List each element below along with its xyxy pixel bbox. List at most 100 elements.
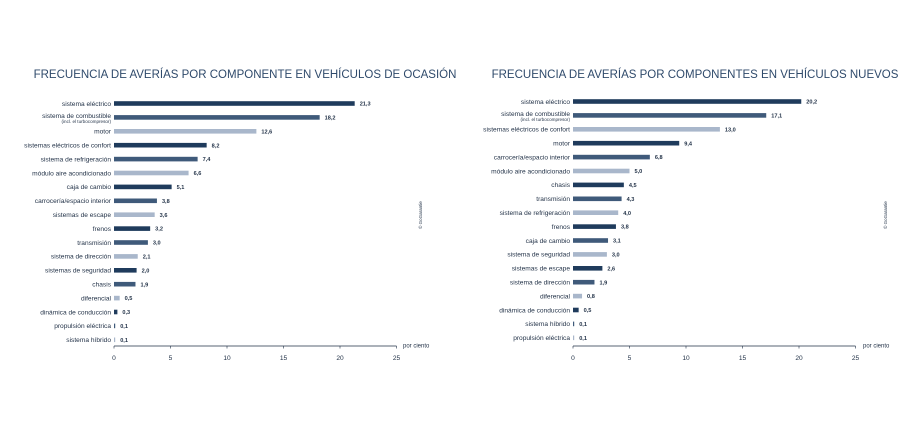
bar — [114, 129, 257, 134]
value-label: 4,3 — [627, 197, 635, 203]
x-tick-label: 5 — [169, 355, 173, 362]
value-label: 4,0 — [623, 211, 631, 217]
x-tick-label: 15 — [280, 355, 288, 362]
category-label: propulsión eléctrica — [54, 323, 111, 330]
category-label: carrocería/espacio interior — [494, 154, 571, 161]
value-label: 0,1 — [579, 336, 587, 342]
unit-label: por ciento — [863, 344, 890, 350]
value-label: 3,6 — [160, 213, 168, 219]
bar — [573, 210, 619, 215]
bar — [573, 113, 767, 118]
category-label: módulo aire acondicionado — [491, 168, 570, 175]
chart-panel-1: FRECUENCIA DE AVERÍAS POR COMPONENTE EN … — [24, 68, 456, 362]
category-label: sistema de refrigeración — [500, 210, 571, 217]
bar — [114, 170, 189, 176]
value-label: 3,0 — [153, 241, 161, 247]
bar — [114, 226, 151, 231]
category-label: propulsión eléctrica — [513, 335, 570, 342]
category-label: sistema de combustible — [501, 111, 570, 118]
category-label: dinámica de conducción — [40, 309, 111, 316]
category-sublabel: (incl. el turbocompresor) — [61, 119, 111, 124]
bar — [114, 101, 355, 106]
category-label: caja de cambio — [67, 184, 112, 191]
bar — [573, 224, 616, 229]
value-label: 13,0 — [725, 127, 736, 133]
chart-panel-2: FRECUENCIA DE AVERÍAS POR COMPONENTES EN… — [483, 68, 899, 362]
category-label: sistema de dirección — [51, 254, 111, 261]
category-label: sistema híbrido — [66, 337, 111, 344]
x-tick-label: 10 — [223, 355, 231, 362]
category-label: motor — [553, 141, 571, 148]
bar — [114, 295, 120, 301]
bar — [573, 335, 575, 341]
credit-label: © GoGarantie — [882, 201, 888, 229]
category-sublabel: (incl. el turbocompresor) — [520, 117, 570, 122]
bar — [573, 279, 595, 285]
bar — [114, 268, 137, 273]
bar — [114, 337, 116, 343]
value-label: 4,5 — [629, 183, 637, 189]
category-label: sistema de dirección — [510, 280, 570, 287]
category-label: sistemas eléctricos de confort — [483, 127, 570, 134]
x-tick-label: 25 — [393, 355, 401, 362]
category-label: carrocería/espacio interior — [35, 198, 112, 205]
bar — [573, 307, 579, 313]
chart-title: FRECUENCIA DE AVERÍAS POR COMPONENTE EN … — [34, 68, 457, 81]
category-label: transmisión — [77, 240, 111, 247]
category-label: sistemas de escape — [53, 212, 112, 219]
category-label: sistemas de escape — [512, 266, 571, 273]
value-label: 0,3 — [122, 310, 130, 316]
category-label: sistema híbrido — [525, 321, 570, 328]
category-label: sistema eléctrico — [62, 101, 111, 108]
bar — [573, 99, 802, 104]
category-label: sistemas de seguridad — [45, 268, 111, 275]
category-label: frenos — [93, 226, 112, 233]
bar — [114, 142, 207, 148]
bar — [114, 254, 138, 259]
bar — [573, 168, 630, 174]
category-label: sistema eléctrico — [521, 99, 570, 106]
value-label: 5,0 — [635, 169, 643, 175]
value-label: 1,9 — [140, 282, 148, 288]
category-label: sistema de refrigeración — [41, 156, 112, 163]
x-tick-label: 10 — [682, 355, 690, 362]
value-label: 21,3 — [360, 102, 371, 108]
value-label: 17,1 — [771, 114, 782, 120]
category-label: sistema de combustible — [42, 113, 111, 120]
bar — [573, 252, 607, 257]
credit-label: © GoGarantie — [417, 201, 423, 229]
bar — [573, 127, 720, 132]
category-label: módulo aire acondicionado — [32, 170, 111, 177]
x-tick-label: 0 — [571, 355, 575, 362]
value-label: 0,5 — [125, 296, 133, 302]
bar — [114, 212, 155, 217]
category-label: chasis — [551, 182, 570, 189]
bar — [573, 266, 603, 271]
x-tick-label: 20 — [336, 355, 344, 362]
bar — [573, 196, 622, 202]
bar — [114, 309, 118, 315]
chart-title: FRECUENCIA DE AVERÍAS POR COMPONENTES EN… — [492, 68, 899, 81]
category-label: frenos — [552, 224, 571, 231]
bar — [114, 156, 198, 162]
value-label: 3,0 — [612, 253, 620, 259]
unit-label: por ciento — [403, 344, 430, 350]
value-label: 0,1 — [579, 322, 587, 328]
value-label: 7,4 — [203, 157, 212, 163]
value-label: 8,2 — [212, 143, 220, 149]
bar — [114, 198, 157, 204]
value-label: 3,1 — [613, 239, 621, 245]
value-label: 20,2 — [806, 100, 817, 106]
bar — [573, 321, 575, 327]
value-label: 3,8 — [162, 199, 170, 205]
category-label: dinámica de conducción — [499, 307, 570, 314]
value-label: 12,6 — [261, 129, 272, 135]
value-label: 2,0 — [142, 268, 150, 274]
bar — [573, 238, 609, 243]
value-label: 18,2 — [325, 116, 336, 122]
value-label: 0,1 — [120, 324, 128, 330]
x-tick-label: 25 — [852, 355, 860, 362]
value-label: 3,2 — [155, 227, 163, 233]
value-label: 6,6 — [194, 171, 202, 177]
